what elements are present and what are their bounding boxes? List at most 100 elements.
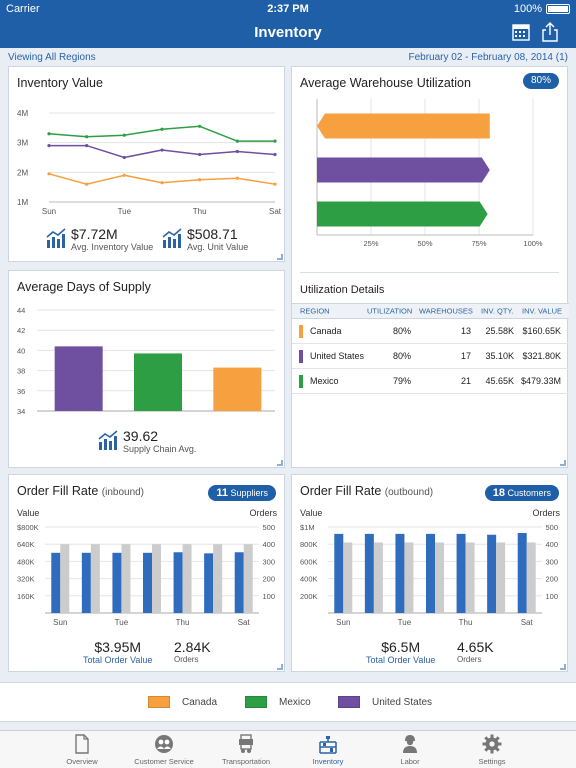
utilization-details-title: Utilization Details xyxy=(300,284,385,296)
card-title: Average Days of Supply xyxy=(17,280,151,294)
badge-label: Suppliers xyxy=(230,488,268,498)
region-cell: Canada xyxy=(310,326,342,336)
y-tick-label: 36 xyxy=(17,387,25,396)
utilization-cell: 79% xyxy=(393,376,412,386)
column-header: INV. QTY. xyxy=(481,306,514,316)
data-point xyxy=(235,176,239,180)
y-tick-label-right: 400 xyxy=(262,540,275,549)
calendar-icon[interactable] xyxy=(512,23,530,41)
y-tick-label-right: 500 xyxy=(262,523,275,532)
warehouse-utilization-card[interactable]: Average Warehouse Utilization 80% 25% 50%… xyxy=(291,66,569,468)
region-legend: Canada Mexico United States xyxy=(0,682,576,722)
legend-item-canada[interactable]: Canada xyxy=(148,696,217,708)
share-icon[interactable] xyxy=(541,22,559,42)
utilization-bar xyxy=(317,113,490,139)
y-tick-label: 40 xyxy=(17,346,25,355)
resize-corner[interactable] xyxy=(277,460,283,466)
legend-item-mexico[interactable]: Mexico xyxy=(245,696,311,708)
order-fill-outbound-card[interactable]: Order Fill Rate (outbound) 18 Customers … xyxy=(291,474,568,672)
badge-count: 18 xyxy=(492,487,505,499)
battery-icon xyxy=(546,4,570,14)
inv-qty-cell: 45.65K xyxy=(485,376,514,386)
orders-kpi: 2.84K Orders xyxy=(174,639,211,664)
y-axis-title-right: Orders xyxy=(532,508,560,518)
orders-bar xyxy=(213,544,223,613)
date-range[interactable]: February 02 - February 08, 2014 (1) xyxy=(408,52,568,63)
column-header: REGION xyxy=(300,306,330,316)
order-fill-outbound-chart: Value Orders 200K 100 400K 200 600K 300 800K 400 $… xyxy=(300,508,560,627)
tab-overview[interactable]: Overview xyxy=(42,734,122,766)
tab-label: Customer Service xyxy=(134,757,194,766)
tab-label: Transportation xyxy=(221,757,271,766)
data-point xyxy=(47,132,51,136)
document-icon xyxy=(75,734,89,754)
legend-label: United States xyxy=(372,696,433,708)
battery-status: 100% xyxy=(514,3,570,15)
region-filter[interactable]: Viewing All Regions xyxy=(8,52,96,63)
resize-corner[interactable] xyxy=(560,664,566,670)
table-row[interactable]: Mexico 79% 21 45.65K $479.33M xyxy=(292,369,569,394)
data-point xyxy=(235,139,239,143)
kpi-label: Orders xyxy=(174,655,199,664)
kpi-label: Orders xyxy=(457,655,482,664)
resize-corner[interactable] xyxy=(277,664,283,670)
tab-customer-service[interactable]: Customer Service xyxy=(124,734,204,766)
data-point xyxy=(273,182,277,186)
x-tick-label: Tue xyxy=(115,618,129,627)
tab-settings[interactable]: Settings xyxy=(452,734,532,766)
y-tick-label-right: 300 xyxy=(262,557,275,566)
value-bar xyxy=(81,552,91,613)
kpi-value: 39.62 xyxy=(123,428,159,444)
legend-swatch xyxy=(338,696,360,708)
value-bar xyxy=(143,552,152,613)
warehouses-cell: 13 xyxy=(460,326,471,336)
customers-badge[interactable]: 18 Customers xyxy=(484,485,559,501)
warehouse-icon xyxy=(319,736,337,754)
tab-labor[interactable]: Labor xyxy=(370,734,450,766)
column-header: UTILIZATION xyxy=(367,306,413,316)
supply-bar xyxy=(134,353,182,411)
data-point xyxy=(160,148,164,152)
warehouse-utilization-chart: 25% 50% 75% 100% xyxy=(316,99,543,248)
kpi-label: Total Order Value xyxy=(83,655,153,665)
column-header: INV. VALUE xyxy=(522,306,563,316)
inventory-value-card[interactable]: Inventory Value 1M 2M 3M 4M Sun Tue Thu Sat $7.… xyxy=(8,66,285,262)
data-point xyxy=(198,152,202,157)
y-tick-label-left: 600K xyxy=(300,557,318,566)
order-fill-inbound-chart: Value Orders 160K 100 320K 200 480K 300 640K 400 $… xyxy=(17,508,277,627)
value-bar xyxy=(334,533,344,613)
data-point xyxy=(47,172,51,176)
table-row[interactable]: Canada 80% 13 25.58K $160.65K xyxy=(292,319,569,344)
utilization-bar xyxy=(317,157,490,183)
table-row[interactable]: United States 80% 17 35.10K $321.80K xyxy=(292,344,569,369)
tab-label: Inventory xyxy=(312,757,344,766)
x-tick-label: Tue xyxy=(398,618,412,627)
tab-inventory[interactable]: Inventory xyxy=(288,734,368,766)
suppliers-badge[interactable]: 11 Suppliers xyxy=(208,485,276,501)
data-point xyxy=(198,178,202,182)
y-tick-label-left: 320K xyxy=(17,575,35,584)
title-subtitle: (inbound) xyxy=(101,487,145,498)
legend-swatch xyxy=(148,696,170,708)
order-fill-inbound-card[interactable]: Order Fill Rate (inbound) 11 Suppliers V… xyxy=(8,474,285,672)
resize-corner[interactable] xyxy=(560,460,566,466)
data-point xyxy=(122,173,126,177)
data-point xyxy=(160,181,164,185)
title-text: Order Fill Rate xyxy=(17,484,99,498)
x-tick-label: Sat xyxy=(521,618,534,627)
tab-transportation[interactable]: Transportation xyxy=(206,734,286,766)
data-point xyxy=(235,149,239,154)
y-tick-label: 42 xyxy=(17,326,25,335)
resize-corner[interactable] xyxy=(277,254,283,260)
orders-bar xyxy=(435,542,444,613)
value-bar xyxy=(487,534,497,613)
y-tick-label-right: 500 xyxy=(545,523,558,532)
legend-item-united-states[interactable]: United States xyxy=(338,696,432,708)
clock: 2:37 PM xyxy=(267,3,309,15)
x-tick-label: Thu xyxy=(193,207,207,216)
inv-value-cell: $321.80K xyxy=(522,351,561,361)
carrier-label: Carrier xyxy=(6,3,40,15)
days-of-supply-card[interactable]: Average Days of Supply 34 36 38 40 42 44 39.6… xyxy=(8,270,285,468)
region-cell: United States xyxy=(310,351,365,361)
value-bar xyxy=(517,533,527,613)
